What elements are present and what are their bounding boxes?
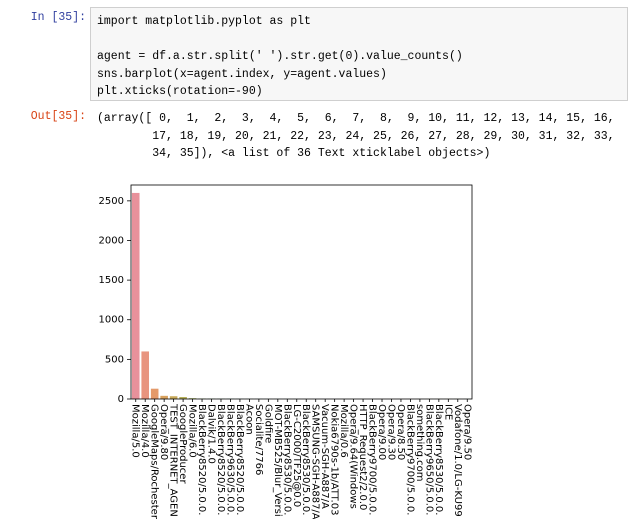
x-tick-label: BlackBerry9700/5.0.0.: [404, 404, 415, 515]
bar: [179, 397, 187, 399]
x-tick-label: Acoon: [243, 404, 254, 435]
x-tick-label: ICE: [442, 404, 453, 420]
code-line: agent = df.a.str.split(' ').str.get(0).v…: [97, 50, 463, 63]
x-tick-label: Opera/9.50: [461, 404, 472, 460]
x-tick-label: BlackBerry9700/5.0.0.: [367, 404, 378, 515]
x-tick-label: Mozilla/4.0: [139, 404, 150, 458]
x-tick-label: Dalvik/1.4.0: [206, 404, 217, 464]
x-tick-label: TEST_INTERNET_AGEN: [168, 403, 179, 517]
x-tick-label: BlackBerry8530/5.0.0.: [300, 404, 311, 515]
x-tick-label: GoogleMaps/Rochester: [149, 404, 160, 519]
bar: [169, 396, 178, 399]
y-tick-label: 1500: [99, 275, 124, 286]
x-tick-label: MOT-MB525/Blur_Versi: [272, 404, 283, 517]
output-line: (array([ 0, 1, 2, 3, 4, 5, 6, 7, 8, 9, 1…: [97, 112, 615, 125]
x-tick-label: BlackBerry8530/5.0.0.: [433, 404, 444, 515]
y-tick-label: 0: [118, 394, 124, 405]
x-tick-label: Nokia6790s-1b/ATT.03: [329, 404, 340, 515]
x-tick-label: something.com: [414, 404, 425, 481]
bar: [141, 351, 149, 399]
x-tick-label: BlackBerry8530/5.0.0.: [281, 404, 292, 515]
bar: [160, 395, 168, 399]
x-tick-label: SAMSUNG-SGH-A887/A: [310, 404, 321, 519]
code-line: import matplotlib.pyplot as plt: [97, 15, 311, 28]
output-text: (array([ 0, 1, 2, 3, 4, 5, 6, 7, 8, 9, 1…: [97, 110, 615, 163]
x-tick-label: BlackBerry8520/5.0.0.: [196, 404, 207, 515]
x-tick-label: Mozilla/5.0: [130, 404, 141, 458]
input-prompt: In [35]:: [30, 11, 86, 24]
axes-frame: [130, 184, 473, 400]
x-tick-label: Mozilla/0.6: [338, 404, 349, 458]
x-tick-label: Opera/9.00: [376, 404, 387, 460]
x-tick-label: BlackBerry9650/5.0.0.: [423, 404, 434, 515]
x-tick-label: Goldfire: [262, 404, 273, 443]
code-line: sns.barplot(x=agent.index, y=agent.value…: [97, 67, 387, 81]
x-tick-label: Vacuum-SGH-A887/A: [319, 404, 330, 509]
x-tick-label: Opera/9.64(Windows: [348, 404, 359, 509]
code-line: plt.xticks(rotation=-90): [97, 85, 263, 98]
bar: [131, 192, 140, 399]
output-line: 17, 18, 19, 20, 21, 22, 23, 24, 25, 26, …: [97, 129, 615, 143]
y-tick-label: 2500: [99, 196, 124, 207]
output-line: 34, 35]), <a list of 36 Text xticklabel …: [97, 147, 491, 160]
x-tick-label: Vodafone/1.0/LG-KU99: [452, 404, 463, 517]
x-tick-label: BlackBerry8520/5.0.0.: [215, 404, 226, 515]
x-tick-label: BlackBerry9630/5.0.0.: [224, 404, 235, 515]
x-tick-label: Opera/8.50: [395, 404, 406, 460]
code-cell[interactable]: import matplotlib.pyplot as plt agent = d…: [90, 7, 628, 101]
y-tick-label: 500: [105, 354, 124, 365]
x-tick-label: HTTP_Request2/2.0.0: [357, 404, 368, 510]
x-tick-label: GoogleProducer: [177, 404, 188, 484]
bar: [150, 388, 159, 399]
output-prompt: Out[35]:: [30, 110, 86, 123]
x-tick-label: Opera/9.80: [158, 404, 169, 460]
y-tick-label: 1000: [99, 315, 124, 326]
x-tick-label: Socialite/7766: [253, 404, 264, 475]
x-tick-label: Opera/9.30: [385, 404, 396, 460]
x-tick-label: Mozilla/6.0: [187, 404, 198, 458]
x-tick-label: BlackBerry8520/5.0.0.: [234, 404, 245, 515]
x-tick-label: LG-C2000/TF25@0.0: [291, 404, 302, 507]
y-tick-label: 2000: [99, 235, 124, 246]
